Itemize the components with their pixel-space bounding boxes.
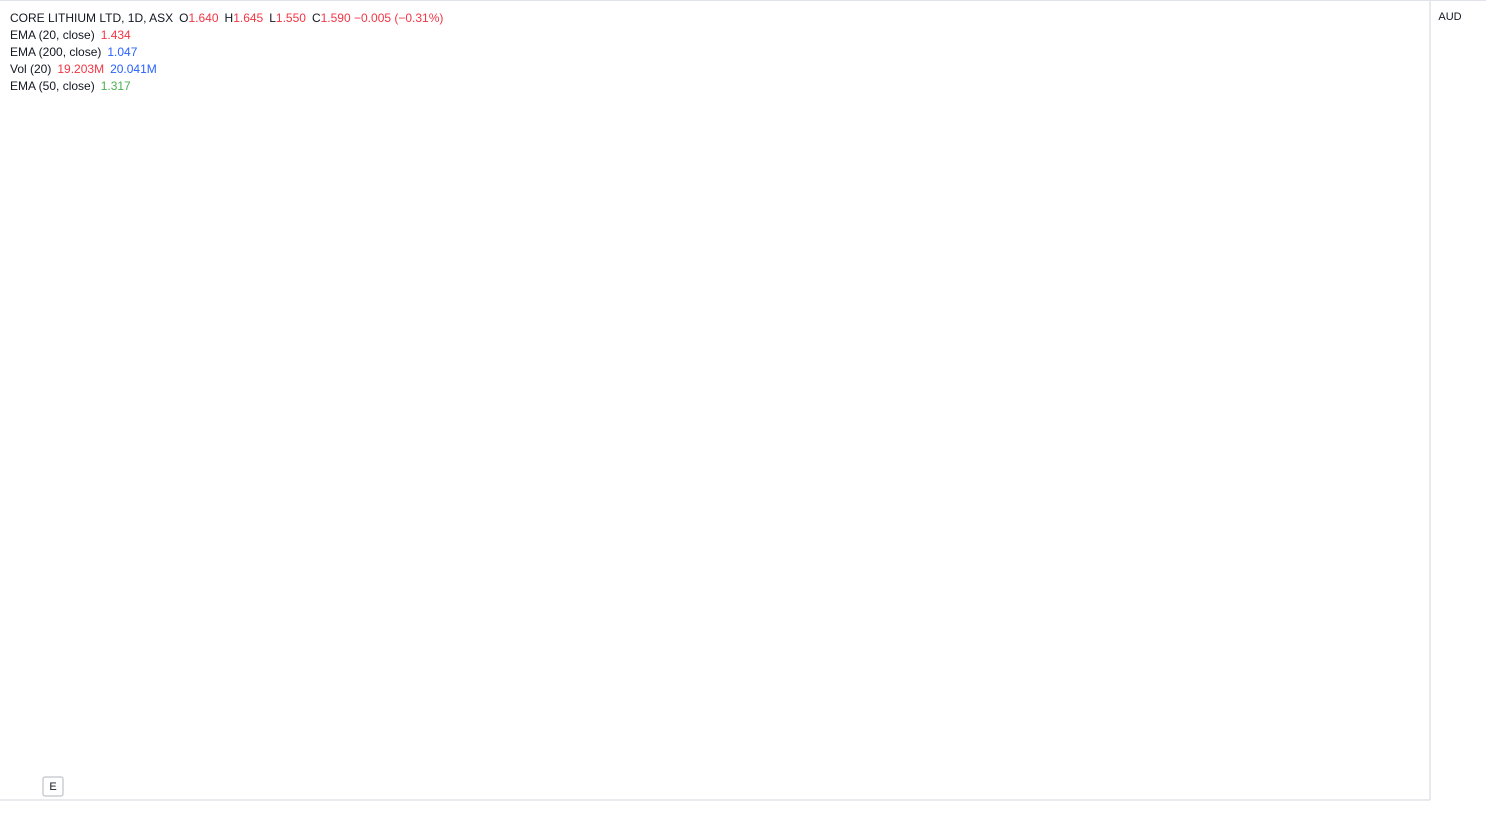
ohlc-value: 1.550 xyxy=(275,11,306,25)
indicator-legend-item: EMA (50, close) 1.317 xyxy=(10,78,443,95)
ohlc-value: 1.645 xyxy=(233,11,264,25)
ohlc-key: C xyxy=(311,11,321,25)
events-button-label[interactable]: E xyxy=(49,781,56,793)
indicator-legend-item: Vol (20) 19.203M 20.041M xyxy=(10,61,443,78)
indicator-name: EMA (200, close) xyxy=(10,45,102,59)
indicator-name: EMA (50, close) xyxy=(10,79,95,93)
ohlc-value: 1.590 xyxy=(320,11,351,25)
indicator-legend-item: EMA (20, close) 1.434 xyxy=(10,27,443,44)
change: −0.005 (−0.31%) xyxy=(354,11,444,25)
ohlc-value: 1.640 xyxy=(188,11,219,25)
volume-value: 19.203M xyxy=(57,62,105,76)
ohlc-item: C1.590 xyxy=(312,11,351,25)
ohlc-item: L1.550 xyxy=(269,11,306,25)
ohlc: O1.640 H1.645 L1.550 C1.590 xyxy=(173,11,351,25)
indicator-legend-item: EMA (200, close) 1.047 xyxy=(10,44,443,61)
indicator-value: 20.041M xyxy=(110,62,157,76)
ohlc-item: O1.640 xyxy=(179,11,218,25)
currency-label: AUD xyxy=(1438,11,1461,23)
symbol-title: CORE LITHIUM LTD, 1D, ASX xyxy=(10,11,174,25)
ohlc-item: H1.645 xyxy=(225,11,264,25)
indicator-value: 1.317 xyxy=(100,79,131,93)
indicator-name: Vol (20) xyxy=(10,62,52,76)
ohlc-key: O xyxy=(179,11,189,25)
legend: CORE LITHIUM LTD, 1D, ASX O1.640 H1.645 L1.… xyxy=(10,10,443,95)
events-button[interactable] xyxy=(42,776,64,797)
indicator-legend: EMA (20, close) 1.434 EMA (200, close) 1.04… xyxy=(10,27,443,95)
legend-main: CORE LITHIUM LTD, 1D, ASX O1.640 H1.645 L1.… xyxy=(10,10,443,27)
indicator-value: 1.434 xyxy=(100,28,131,42)
ohlc-key: L xyxy=(269,11,276,25)
indicator-name: EMA (20, close) xyxy=(10,28,95,42)
ohlc-key: H xyxy=(224,11,234,25)
indicator-value: 1.047 xyxy=(107,45,138,59)
